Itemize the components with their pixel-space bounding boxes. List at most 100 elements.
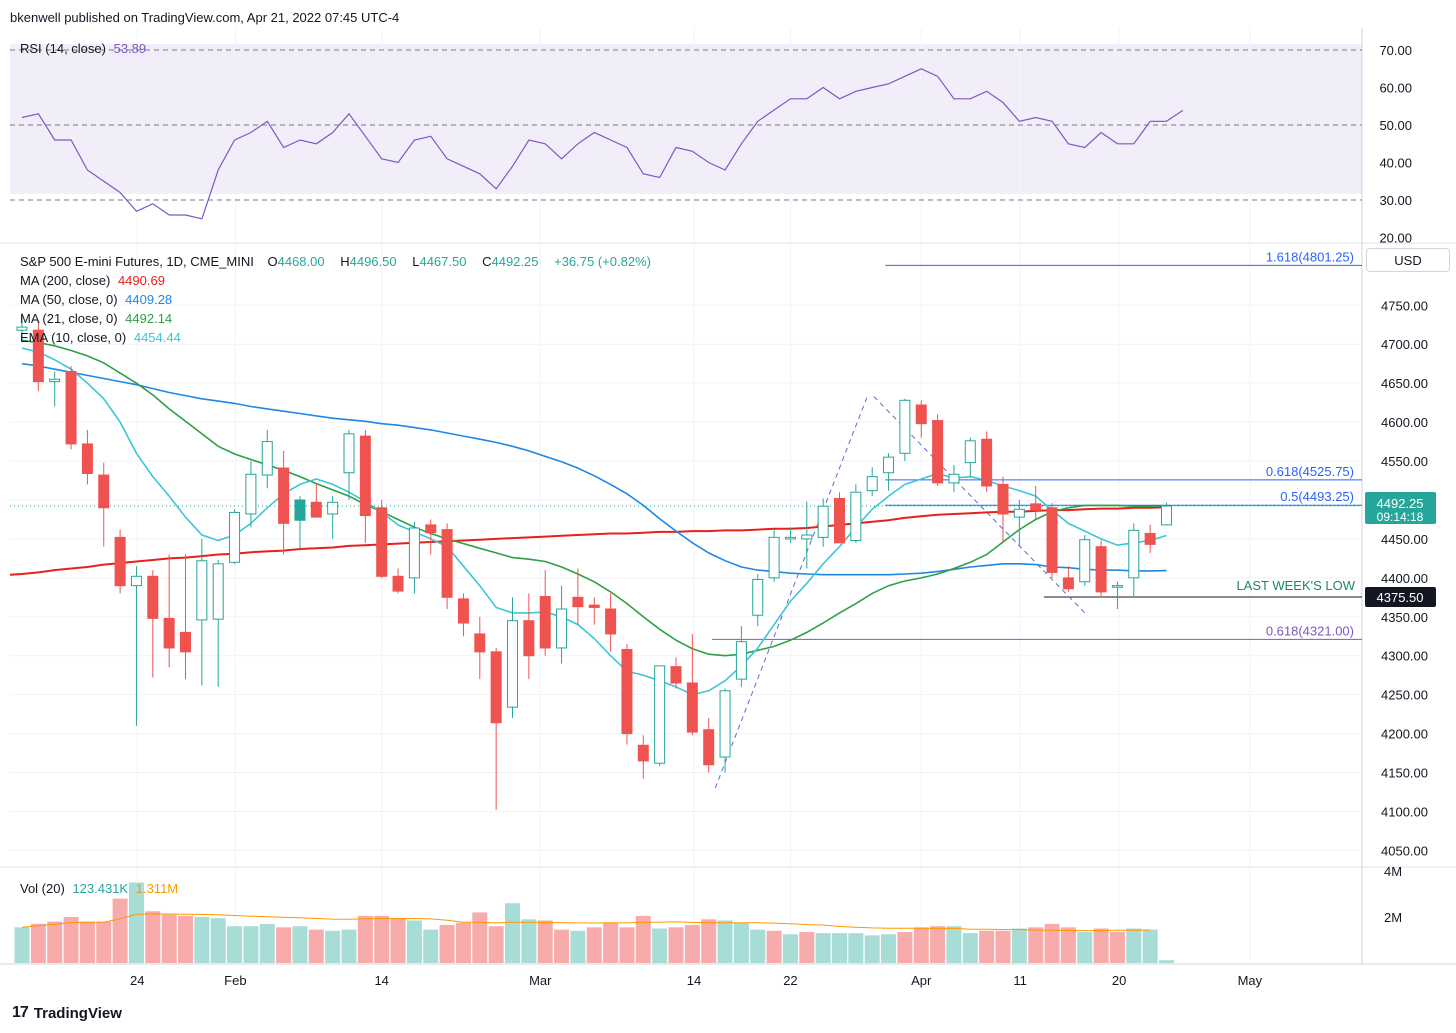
x-tick-label: Mar [529, 973, 552, 988]
rsi-tick-label: 40.00 [1379, 156, 1412, 171]
price-tick-label: 4250.00 [1381, 688, 1428, 703]
volume-bar [128, 882, 144, 963]
volume-bar [390, 918, 406, 963]
price-tick-label: 4300.00 [1381, 649, 1428, 664]
candle-body [327, 501, 339, 515]
volume-bar [1109, 931, 1125, 963]
candle-body [507, 620, 518, 708]
candle-body [212, 563, 224, 620]
ma21-line [21, 339, 1167, 657]
volume-bar [194, 917, 210, 963]
volume-bar [1028, 927, 1044, 963]
volume-bar [521, 919, 537, 963]
volume-bar [995, 930, 1011, 963]
x-tick-label: 14 [687, 973, 701, 988]
volume-bar [979, 930, 995, 963]
volume-bar [1011, 928, 1027, 963]
candle-body [1161, 505, 1172, 526]
volume-bar [766, 930, 782, 963]
rsi-value: 53.89 [113, 41, 147, 56]
candle-body [294, 499, 306, 521]
volume-bar [832, 933, 847, 963]
price-tick-label: 4150.00 [1381, 766, 1428, 781]
candle-body [425, 524, 437, 534]
candle-body [768, 536, 780, 579]
tradingview-logo-icon: 17 [12, 1004, 29, 1021]
candle-body [49, 378, 61, 383]
ma200-value: 4490.69 [117, 273, 165, 288]
candle-body [883, 456, 895, 474]
candle-body [130, 575, 142, 587]
ma200-line [21, 506, 1167, 575]
volume-bar [782, 934, 798, 963]
volume-bar [227, 926, 243, 963]
ma21-value: 4492.14 [125, 311, 173, 326]
volume-bar [652, 928, 668, 963]
high-value: 4496.50 [349, 254, 397, 269]
candle-body [801, 534, 813, 540]
candle-body [1030, 503, 1042, 511]
candle-body [703, 729, 715, 766]
candle-body [605, 608, 617, 635]
rsi-tick-label: 30.00 [1379, 193, 1412, 208]
rsi-tick-label: 70.00 [1379, 43, 1412, 58]
volume-bar [341, 929, 357, 963]
rsi-tick-label: 20.00 [1379, 231, 1412, 246]
candle-body [1079, 539, 1091, 583]
volume-bar [47, 921, 63, 963]
candle-body [997, 483, 1009, 515]
last-week-low-badge [1365, 586, 1436, 607]
candle-body [539, 596, 551, 649]
candle-body [278, 467, 290, 524]
candle-body [784, 536, 796, 540]
last-week-low-price-label: 4375.50 [1377, 590, 1424, 605]
close-value: 4492.25 [491, 254, 539, 269]
volume-bar [619, 927, 635, 963]
ma21-legend: MA (21, close, 0) 4492.14 [20, 311, 176, 326]
volume-bar [1126, 928, 1142, 963]
volume-bar [423, 929, 439, 963]
price-tick-label: 4400.00 [1381, 571, 1428, 586]
candle-body [180, 631, 191, 653]
candle-body [572, 596, 584, 608]
low-value: 4467.50 [419, 254, 467, 269]
fib-level-label: 0.618(4321.00) [1266, 623, 1354, 638]
volume-value-1: 123.431K [72, 881, 129, 896]
candle-body [474, 633, 486, 653]
volume-bar [178, 915, 193, 963]
volume-bar [276, 927, 292, 963]
candle-body [441, 529, 453, 598]
candle-body [163, 617, 175, 649]
volume-bar [243, 926, 259, 963]
volume-bar [96, 921, 112, 963]
candle-body [866, 476, 878, 492]
ma50-value: 4409.28 [125, 292, 173, 307]
fib-level-label: 1.618(4801.25) [1266, 249, 1354, 264]
volume-bar [701, 919, 717, 963]
candle-body [686, 682, 698, 733]
symbol-legend: S&P 500 E-mini Futures, 1D, CME_MINI O44… [20, 254, 655, 269]
rsi-line [21, 68, 1184, 220]
candle-body [915, 404, 927, 425]
candle-body [392, 575, 404, 592]
volume-bar [14, 927, 30, 963]
volume-tick-label: 4M [1384, 864, 1402, 879]
price-tick-label: 4050.00 [1381, 843, 1428, 858]
fib-level-label: 0.618(4525.75) [1266, 464, 1354, 479]
candle-body [948, 473, 960, 484]
candle-body [16, 326, 28, 331]
countdown-label: 09:14:18 [1377, 510, 1424, 524]
x-tick-label: Feb [224, 973, 246, 988]
tradingview-logo[interactable]: 17 TradingView [12, 1004, 122, 1022]
volume-bar [439, 925, 455, 963]
price-tick-label: 4200.00 [1381, 727, 1428, 742]
x-tick-label: 14 [374, 973, 388, 988]
rsi-band [10, 44, 1362, 194]
rsi-tick-label: 50.00 [1379, 118, 1412, 133]
candle-body [1046, 507, 1058, 573]
x-tick-label: 22 [783, 973, 797, 988]
price-tick-label: 4100.00 [1381, 804, 1428, 819]
price-tick-label: 4650.00 [1381, 376, 1428, 391]
currency-button[interactable]: USD [1366, 248, 1450, 272]
